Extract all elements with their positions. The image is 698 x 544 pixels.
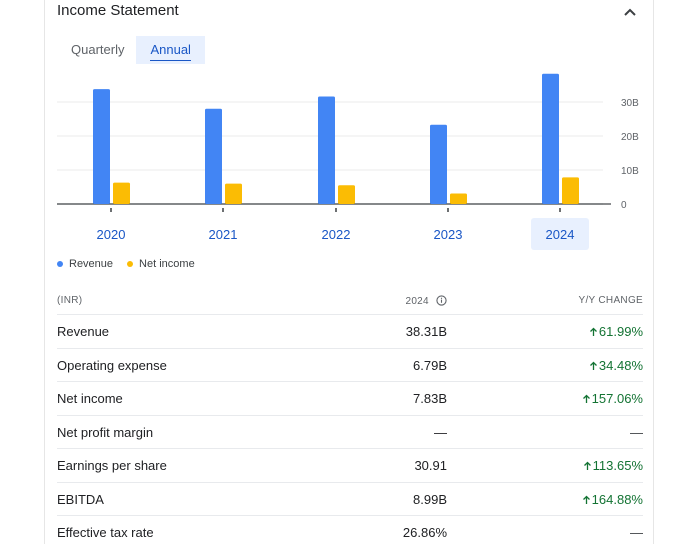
row-change: 61.99%: [589, 324, 643, 339]
row-change: 157.06%: [582, 391, 643, 406]
legend-label-net-income: Net income: [139, 258, 195, 270]
row-change: —: [630, 525, 643, 540]
bar-revenue-2024: [542, 73, 559, 204]
row-label: Net profit margin: [57, 424, 154, 440]
table-row-operating-expense: Operating expense 6.79B 34.48%: [57, 347, 643, 381]
table-row-revenue: Revenue 38.31B 61.99%: [57, 314, 643, 347]
legend-dot-net-income: [127, 261, 134, 267]
row-change-value: 34.48%: [598, 357, 643, 373]
unit-label: (INR): [57, 295, 83, 306]
year-header: 2024: [405, 295, 447, 307]
row-value: 30.91: [414, 458, 447, 473]
bar-revenue-2023: [430, 124, 447, 204]
bar-revenue-2020: [93, 89, 110, 204]
arrow-up-icon: [582, 394, 590, 403]
row-label: Earnings per share: [57, 458, 167, 473]
table-row-net-profit-margin: Net profit margin — —: [57, 414, 643, 448]
y-tick-label: 20B: [621, 132, 639, 143]
row-label: EBITDA: [57, 491, 104, 507]
y-tick-label: 10B: [621, 166, 639, 177]
row-value: 38.31B: [405, 324, 447, 339]
year-header-label: 2024: [405, 296, 429, 307]
row-change-value: 164.88%: [591, 491, 643, 507]
section-title: Income Statement: [57, 2, 179, 19]
chevron-up-icon[interactable]: [621, 4, 639, 22]
bar-net-income-2023: [450, 193, 467, 204]
row-change: 113.65%: [583, 458, 643, 473]
bar-revenue-2022: [318, 96, 335, 204]
arrow-up-icon: [582, 495, 590, 504]
arrow-up-icon: [589, 361, 597, 370]
legend-item-revenue: Revenue: [57, 258, 113, 270]
legend-dot-revenue: [57, 261, 63, 267]
row-value: —: [434, 424, 447, 440]
y-tick-label: 0: [621, 200, 627, 211]
row-change-value: 61.99%: [598, 324, 643, 339]
period-tabs: Quarterly Annual: [59, 36, 205, 64]
tab-quarterly[interactable]: Quarterly: [71, 42, 125, 57]
row-change-value: 157.06%: [591, 391, 643, 406]
table-row-ebitda: EBITDA 8.99B 164.88%: [57, 481, 643, 515]
table-header: (INR) 2024 Y/Y CHANGE: [57, 291, 643, 315]
row-label: Revenue: [57, 324, 110, 339]
chart-legend: Revenue Net income: [57, 258, 195, 270]
row-value: 8.99B: [413, 491, 447, 507]
row-value: 7.83B: [413, 391, 447, 406]
legend-item-net-income: Net income: [127, 258, 195, 270]
change-header: Y/Y CHANGE: [578, 295, 643, 306]
tab-annual[interactable]: Annual: [136, 36, 205, 64]
y-tick-label: 30B: [621, 98, 639, 109]
row-value: 6.79B: [413, 357, 447, 373]
table-row-earnings-per-share: Earnings per share 30.91 113.65%: [57, 448, 643, 481]
x-tick-label-2021[interactable]: 2021: [209, 227, 238, 242]
income-chart: 0 10B 20B 30B 2020 2021 2022 2023 2024: [57, 73, 639, 250]
info-icon[interactable]: [436, 295, 447, 306]
x-tick-label-2023[interactable]: 2023: [434, 227, 463, 242]
row-label: Net income: [57, 391, 123, 406]
bar-net-income-2020: [113, 182, 130, 204]
bar-net-income-2024: [562, 177, 579, 204]
arrow-up-icon: [589, 327, 597, 336]
row-change: 34.48%: [589, 358, 643, 373]
row-change-value: —: [630, 525, 643, 540]
row-change: 164.88%: [582, 492, 643, 507]
x-tick-label-2020[interactable]: 2020: [97, 227, 126, 242]
row-change-value: —: [630, 424, 643, 440]
income-statement-card: Income Statement Quarterly Annual 0 10B 20…: [44, 0, 654, 544]
row-value: 26.86%: [402, 525, 447, 540]
bar-revenue-2021: [205, 108, 222, 204]
row-label: Operating expense: [57, 357, 167, 373]
arrow-up-icon: [583, 461, 591, 470]
row-change: —: [630, 425, 643, 440]
row-label: Effective tax rate: [57, 525, 154, 540]
x-tick-label-2022[interactable]: 2022: [322, 227, 351, 242]
row-change-value: 113.65%: [592, 458, 643, 473]
selected-year-highlight: [531, 218, 589, 250]
table-row-effective-tax-rate: Effective tax rate 26.86% —: [57, 515, 643, 544]
legend-label-revenue: Revenue: [69, 258, 114, 270]
table-row-net-income: Net income 7.83B 157.06%: [57, 381, 643, 414]
x-tick-label-2024[interactable]: 2024: [546, 227, 575, 242]
bar-net-income-2021: [225, 183, 242, 204]
bar-net-income-2022: [338, 185, 355, 204]
